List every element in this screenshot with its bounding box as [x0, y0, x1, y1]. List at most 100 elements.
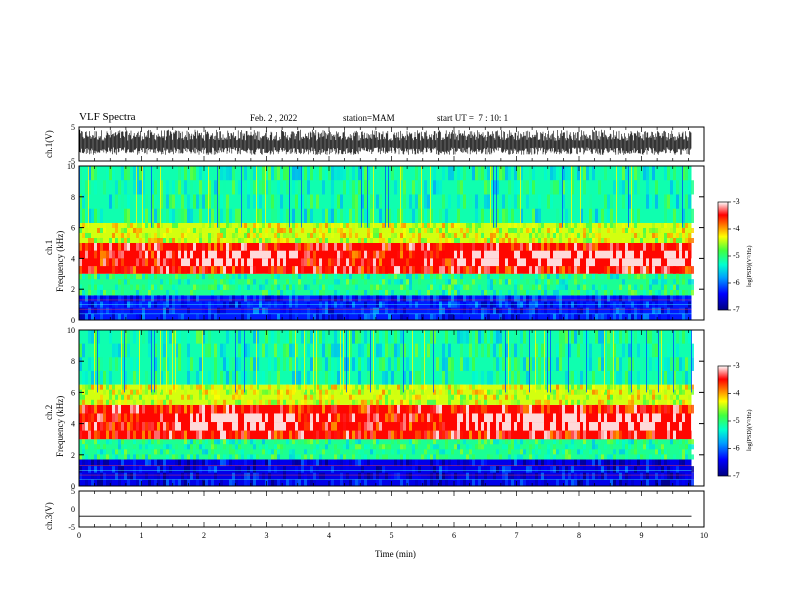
ch1-spectrogram-cell [676, 295, 679, 302]
ch2-spectrogram-cell [286, 389, 289, 395]
ch2-spectrogram-cell [679, 444, 682, 450]
ch2-spectrogram-cell [358, 479, 361, 486]
ch2-spectrogram-cell [634, 444, 637, 450]
ch1-spectrogram-cell [256, 208, 259, 223]
ch2-spectrogram-cell [112, 449, 115, 455]
ch2-spectrogram-cell [169, 399, 172, 405]
ch2-spectrogram-cell [508, 444, 511, 450]
ch1-spectrogram-cell [685, 250, 688, 259]
ch2-spectrogram-cell [220, 384, 223, 390]
ch1-spectrogram-cell [283, 284, 286, 290]
ch1-spectrogram-cell [418, 227, 421, 233]
ch1-spectrogram-cell [676, 273, 679, 280]
ch2-spectrogram-cell [436, 430, 439, 440]
ch1-spectrogram-cell [286, 237, 289, 243]
ch1-spectrogram-cell [619, 313, 622, 320]
ch2-spectrogram-cell [649, 422, 652, 431]
ch1-spectrogram-cell [280, 250, 283, 259]
ch1-spectrogram-cell [601, 208, 604, 223]
ch1-spectrogram-cell [259, 232, 262, 238]
ch1-spectrogram-cell [586, 166, 589, 181]
ch2-spectrogram-cell [586, 330, 589, 344]
ch2-spectrogram-cell [175, 454, 178, 460]
ch1-spectrogram-cell [565, 222, 568, 228]
ch1-spectrogram-cell [496, 237, 499, 243]
ch2-spectrogram-cell [295, 479, 298, 486]
ch2-spectrogram-cell [220, 370, 223, 385]
ch2-spectrogram-cell [403, 472, 406, 480]
ch1-spectrogram-cell [178, 295, 181, 302]
ch1-spectrogram-cell [493, 295, 496, 302]
ch1-spectrogram-cell [589, 273, 592, 280]
ch2-spectrogram-cell [103, 404, 106, 414]
ch1-spectrogram-cell [505, 208, 508, 223]
ch2-spectrogram-cell [112, 454, 115, 460]
ch2-spectrogram-cell [154, 343, 157, 358]
ch2-spectrogram-cell [106, 459, 109, 467]
ch2-spectrogram-cell [526, 479, 529, 486]
ch1-spectrogram-cell [124, 243, 127, 251]
ch1-spectrogram-cell [550, 258, 553, 267]
ch2-spectrogram-cell [571, 422, 574, 431]
ch2-spectrogram-cell [610, 430, 613, 440]
ch2-spectrogram-cell [100, 384, 103, 390]
ch1-spectrogram-cell [556, 307, 559, 314]
ch2-spectrogram-cell [262, 389, 265, 395]
ch2-spectrogram-cell [262, 459, 265, 467]
ch1-spectrogram-cell [550, 279, 553, 285]
ch2-spectrogram-cell [412, 454, 415, 460]
ch1-spectrogram-cell [124, 166, 127, 181]
ch2-spectrogram-cell [400, 389, 403, 395]
ch1-spectrogram-cell [514, 243, 517, 251]
ch2-spectrogram-cell [532, 449, 535, 455]
ch2-spectrogram-cell [685, 472, 688, 480]
ch1-spectrogram-cell [415, 273, 418, 280]
ch1-spectrogram-cell [622, 258, 625, 267]
ch1-spectrogram-cell [154, 232, 157, 238]
ch1-spectrogram-cell [610, 307, 613, 314]
ch2-spectrogram-spike [535, 330, 536, 393]
ch1-spectrogram-cell [460, 295, 463, 302]
ch1-spectrogram-cell [346, 208, 349, 223]
ch2-spectrogram-cell [691, 343, 694, 358]
ch1-spectrogram-cell [442, 222, 445, 228]
ch2-spectrogram-cell [205, 384, 208, 390]
ch1-spectrogram-cell [328, 166, 331, 181]
ch1-spectrogram-cell [328, 208, 331, 223]
ch1-spectrogram-cell [322, 313, 325, 320]
ch2-spectrogram-cell [490, 389, 493, 395]
ch1-spectrogram-cell [304, 250, 307, 259]
ch1-spectrogram-cell [559, 284, 562, 290]
ch2-spectrogram-cell [655, 413, 658, 423]
ch1-spectrogram-cell [310, 258, 313, 267]
ch1-spectrogram-cell [520, 307, 523, 314]
ch2-spectrogram-cell [184, 444, 187, 450]
ch1-spectrogram-cell [103, 250, 106, 259]
ch2-spectrogram-cell [481, 370, 484, 385]
ch1-spectrogram-cell [592, 166, 595, 181]
ch2-spectrogram-cell [526, 413, 529, 423]
ch2-spectrogram-cell [619, 389, 622, 395]
ch1-spectrogram-cell [274, 243, 277, 251]
ch1-spectrogram-cell [457, 284, 460, 290]
ch2-spectrogram-cell [121, 357, 124, 371]
ch2-spectrogram-cell [388, 330, 391, 344]
ch1-spectrogram-cell [622, 295, 625, 302]
ch2-spectrogram-cell [280, 422, 283, 431]
ch1-spectrogram-cell [145, 295, 148, 302]
ch2-spectrogram-cell [358, 370, 361, 385]
ch1-spectrogram-cell [367, 194, 370, 209]
ch2-spectrogram-cell [253, 444, 256, 450]
ch1-spectrogram-cell [421, 273, 424, 280]
ch1-spectrogram-cell [238, 227, 241, 233]
ch2-spectrogram-cell [268, 449, 271, 455]
ch2-spectrogram-cell [433, 439, 436, 445]
ch1-spectrogram-cell [364, 237, 367, 243]
ch2-spectrogram-cell [295, 357, 298, 371]
ch2-spectrogram-cell [238, 444, 241, 450]
ch2-spectrogram-cell [178, 370, 181, 385]
ch2-spectrogram-cell [352, 330, 355, 344]
ch2-spectrogram-cell [196, 479, 199, 486]
ch2-spectrogram-cell [247, 430, 250, 440]
ch2-spectrogram-cell [205, 449, 208, 455]
